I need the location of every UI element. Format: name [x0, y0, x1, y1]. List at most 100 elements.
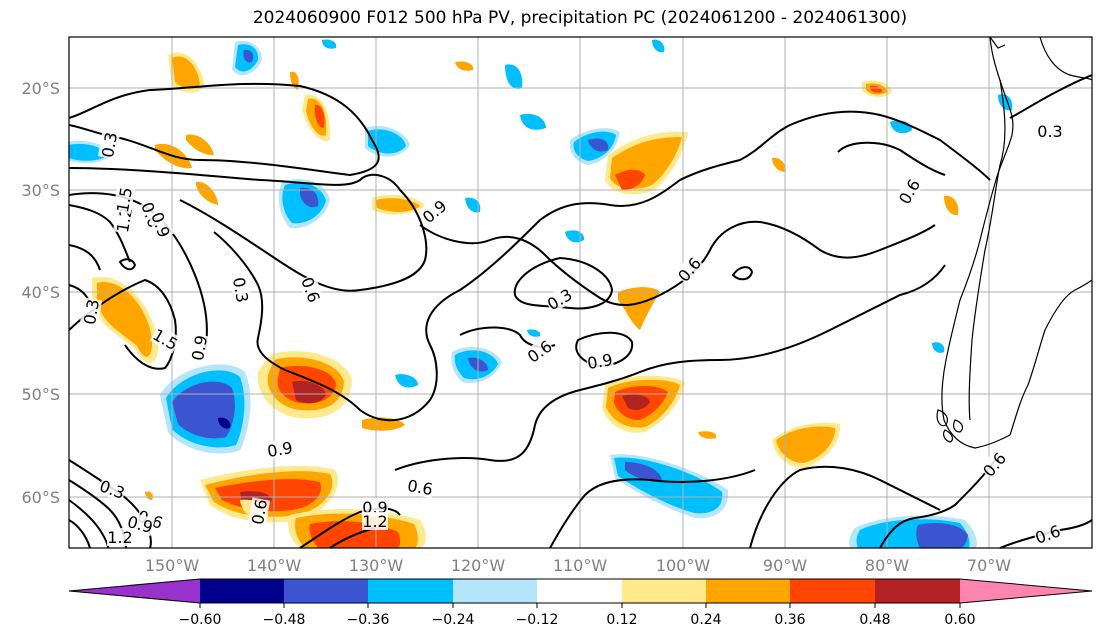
- longitude-label: 130°W: [349, 556, 404, 575]
- pv-contour-line: [299, 507, 401, 549]
- pv-contour-line: [513, 256, 614, 310]
- longitude-label: 70°W: [967, 556, 1011, 575]
- pv-contour-line: [68, 192, 208, 351]
- colorbar-tick-label: 0.36: [774, 612, 805, 628]
- coastline-islands: [989, 36, 1006, 49]
- latitude-label: 50°S: [21, 385, 60, 404]
- colorbar-tick-label: 0.12: [606, 612, 637, 628]
- precip-blob: [527, 329, 541, 337]
- contour-label-background: [1037, 122, 1063, 140]
- colorbar-segment: [69, 579, 200, 603]
- precip-blob: [368, 129, 406, 154]
- colorbar-tick-label: −0.24: [432, 612, 475, 628]
- contour-label-background: [978, 448, 1010, 481]
- precip-blob: [186, 134, 214, 156]
- map-title: 2024060900 F012 500 hPa PV, precipitatio…: [252, 8, 908, 28]
- precip-blob: [292, 380, 326, 404]
- contour-label-background: [543, 284, 576, 314]
- contour-label-background: [107, 528, 133, 546]
- contour-label-background: [79, 297, 103, 327]
- pv-contour-line: [68, 204, 131, 263]
- precip-blob: [69, 143, 108, 161]
- precip-blob: [300, 187, 319, 208]
- contour-label: 0.3: [1037, 122, 1062, 141]
- precip-blob: [916, 523, 968, 548]
- precip-blob: [505, 64, 523, 89]
- pv-contour-line: [118, 258, 137, 271]
- latitude-label: 40°S: [21, 283, 60, 302]
- contour-label-background: [362, 498, 388, 516]
- precip-blob: [652, 39, 665, 53]
- precip-blob: [322, 39, 337, 49]
- longitude-label: 90°W: [763, 556, 807, 575]
- contour-label: 0.9: [266, 438, 294, 461]
- colorbar-tick-label: −0.36: [347, 612, 390, 628]
- pv-contour-line: [549, 469, 756, 549]
- contour-label-background: [148, 209, 174, 240]
- colorbar-tick-label: −0.60: [179, 612, 222, 628]
- latitude-label: 30°S: [21, 181, 60, 200]
- pv-contour-line: [394, 264, 946, 471]
- pv-contour-line: [731, 266, 754, 281]
- precip-blob: [618, 287, 660, 330]
- contour-label: 0.9: [188, 334, 211, 362]
- longitude-label: 80°W: [865, 556, 909, 575]
- colorbar-segment: [200, 579, 284, 603]
- precip-blob: [196, 181, 218, 205]
- contour-label-background: [229, 275, 253, 305]
- colorbar-tick-label: 0.24: [690, 612, 721, 628]
- precip-blob: [944, 195, 959, 216]
- colorbar-segment: [368, 579, 453, 603]
- colorbar-segment: [622, 579, 706, 603]
- coastline: [936, 36, 1093, 449]
- contour-label: 1.5: [113, 186, 136, 214]
- precip-blob: [615, 169, 645, 190]
- contour-label-background: [673, 253, 705, 286]
- pv-contour-line: [68, 244, 101, 271]
- colorbar-segment: [875, 579, 960, 603]
- colorbar-segment: [453, 579, 537, 603]
- contour-label-background: [149, 324, 182, 354]
- colorbar-segment: [960, 579, 1092, 603]
- precip-blob: [97, 282, 153, 357]
- precip-blob: [455, 61, 474, 71]
- contour-label-background: [112, 185, 136, 215]
- contour-label-background: [585, 349, 615, 373]
- precip-blob: [772, 157, 786, 172]
- longitude-label: 150°W: [145, 556, 200, 575]
- pv-contour-line: [575, 331, 634, 368]
- pv-contour-line: [68, 519, 91, 549]
- precip-blob: [395, 374, 418, 388]
- contour-label-background: [187, 333, 211, 363]
- contour-label: 0.9: [586, 350, 614, 373]
- precip-blob: [698, 431, 717, 439]
- coastline-islands: [936, 409, 964, 443]
- contour-label: 0.3: [98, 131, 121, 159]
- precip-blob: [314, 104, 325, 128]
- colorbar-tick-label: 0.48: [859, 612, 890, 628]
- contour-label-background: [97, 476, 128, 502]
- latitude-label: 20°S: [21, 79, 60, 98]
- contour-label: 0.3: [229, 276, 252, 304]
- contour-label: 0.6: [248, 498, 271, 526]
- precip-blob: [776, 426, 836, 463]
- contour-label-background: [418, 195, 451, 227]
- precip-blob: [622, 394, 650, 410]
- contour-label-background: [265, 437, 295, 461]
- longitude-label: 140°W: [247, 556, 302, 575]
- longitude-label: 110°W: [553, 556, 608, 575]
- contour-label-background: [247, 497, 271, 527]
- contour-label-background: [1032, 521, 1063, 547]
- precip-blob: [172, 381, 235, 439]
- precip-blob: [520, 113, 546, 130]
- latitude-label: 60°S: [21, 488, 60, 507]
- longitude-label: 100°W: [656, 556, 711, 575]
- contour-label: 0.3: [80, 298, 103, 326]
- contour-label-background: [298, 274, 324, 305]
- pv-contour-line: [879, 459, 996, 549]
- pv-contour-line: [68, 278, 177, 370]
- colorbar-tick-label: −0.12: [516, 612, 559, 628]
- pv-contour-line: [68, 82, 380, 177]
- coastline-south-america: [941, 36, 1014, 449]
